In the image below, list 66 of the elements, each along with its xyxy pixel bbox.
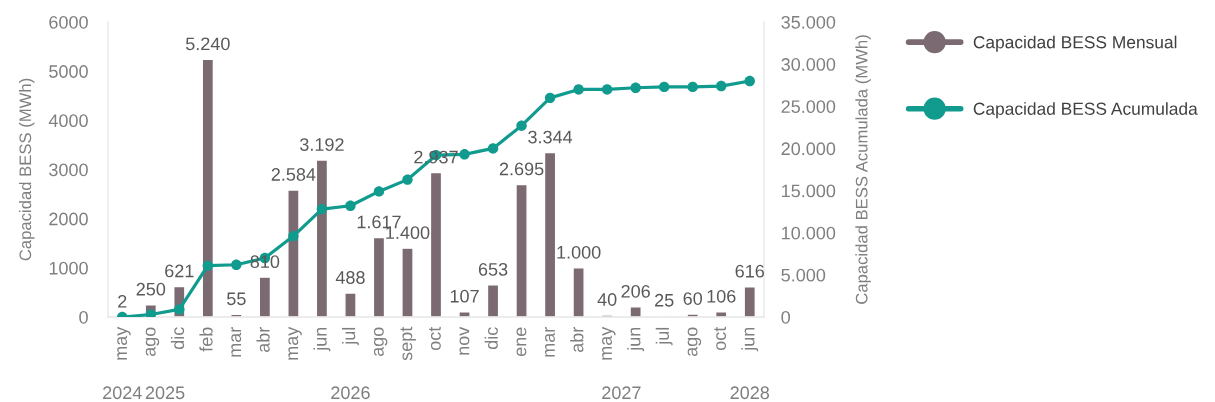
x-tick-label: dic xyxy=(170,327,185,350)
x-tick-label: ago xyxy=(145,327,160,357)
data-label: 55 xyxy=(227,292,246,306)
data-label: 250 xyxy=(136,282,166,296)
x-tick-label: mar xyxy=(545,327,555,357)
text: 2024 xyxy=(103,386,142,400)
y-tick-label: 2000 xyxy=(49,212,88,226)
y2-tick-label: 35.000 xyxy=(781,15,836,29)
y2-tick-label: 20.000 xyxy=(781,142,836,156)
x-tick-label: ene xyxy=(516,327,527,357)
y2-tick-label: 0 xyxy=(781,310,790,324)
x-tick-label: sept xyxy=(400,326,416,361)
y2-tick-label: 30.000 xyxy=(781,58,836,71)
data-label: 616 xyxy=(735,264,765,278)
y2-tick-label: 15.000 xyxy=(782,184,836,198)
y-tick-label: 0 xyxy=(79,310,88,324)
x-tick-label: jul xyxy=(655,327,673,346)
x-tick-label: jul xyxy=(342,327,359,346)
y2-axis-title: Capacidad BESS Acumulada (MWh) xyxy=(855,35,871,304)
y-tick-label: 4000 xyxy=(48,114,88,128)
y2-tick-label: 5.000 xyxy=(781,268,826,282)
y-tick-label: 5000 xyxy=(49,65,88,78)
data-label: 2.584 xyxy=(271,168,316,181)
y2-tick-label: 25.000 xyxy=(781,100,836,114)
x-tick-label: jun xyxy=(741,327,759,352)
y2-tick-label: 10.000 xyxy=(782,226,836,240)
x-tick-label: abr xyxy=(256,327,270,353)
data-label: 1.000 xyxy=(557,245,601,259)
data-label: 2 xyxy=(118,294,127,308)
data-label: 25 xyxy=(655,293,674,307)
x-tick-label: jun xyxy=(627,327,645,352)
data-label: 2.695 xyxy=(499,162,544,176)
data-label: 106 xyxy=(707,289,736,303)
data-label: 206 xyxy=(621,284,650,298)
x-tick-label: mar xyxy=(231,327,242,357)
data-label: 5.240 xyxy=(185,37,230,51)
data-label: 653 xyxy=(478,262,508,276)
y-tick-label: 6000 xyxy=(49,15,88,29)
x-tick-label: oct xyxy=(429,326,441,351)
y-tick-label: 1000 xyxy=(49,261,88,275)
x-tick-label: nov xyxy=(459,326,470,355)
y-tick-label: 3000 xyxy=(49,163,88,177)
data-label: 40 xyxy=(597,293,617,306)
x-tick-label: may xyxy=(117,326,131,360)
x-tick-label: dic xyxy=(484,327,498,350)
text: 2025 xyxy=(145,386,185,400)
data-label: 3.192 xyxy=(300,138,344,151)
legend-label: Capacidad BESS Acumulada xyxy=(973,102,1198,119)
data-label: 621 xyxy=(165,264,194,278)
x-tick-label: abr xyxy=(570,327,584,353)
text: 2028 xyxy=(730,386,770,400)
x-tick-label: ago xyxy=(687,327,702,357)
x-tick-label: ago xyxy=(373,327,388,357)
x-tick-label: may xyxy=(602,326,616,360)
x-tick-label: jun xyxy=(313,327,331,352)
x-tick-label: may xyxy=(288,326,302,360)
x-tick-label: oct xyxy=(714,326,727,351)
data-label: 3.344 xyxy=(528,130,573,144)
data-label: 60 xyxy=(683,292,703,305)
text: 2026 xyxy=(331,386,370,400)
text: 2027 xyxy=(602,386,641,400)
legend-label: Capacidad BESS Mensual xyxy=(973,35,1177,52)
data-label: 488 xyxy=(335,271,365,284)
x-tick-label: feb xyxy=(199,327,213,352)
y-axis-title: Capacidad BESS (MWh) xyxy=(18,78,35,261)
data-label: 107 xyxy=(450,289,479,303)
